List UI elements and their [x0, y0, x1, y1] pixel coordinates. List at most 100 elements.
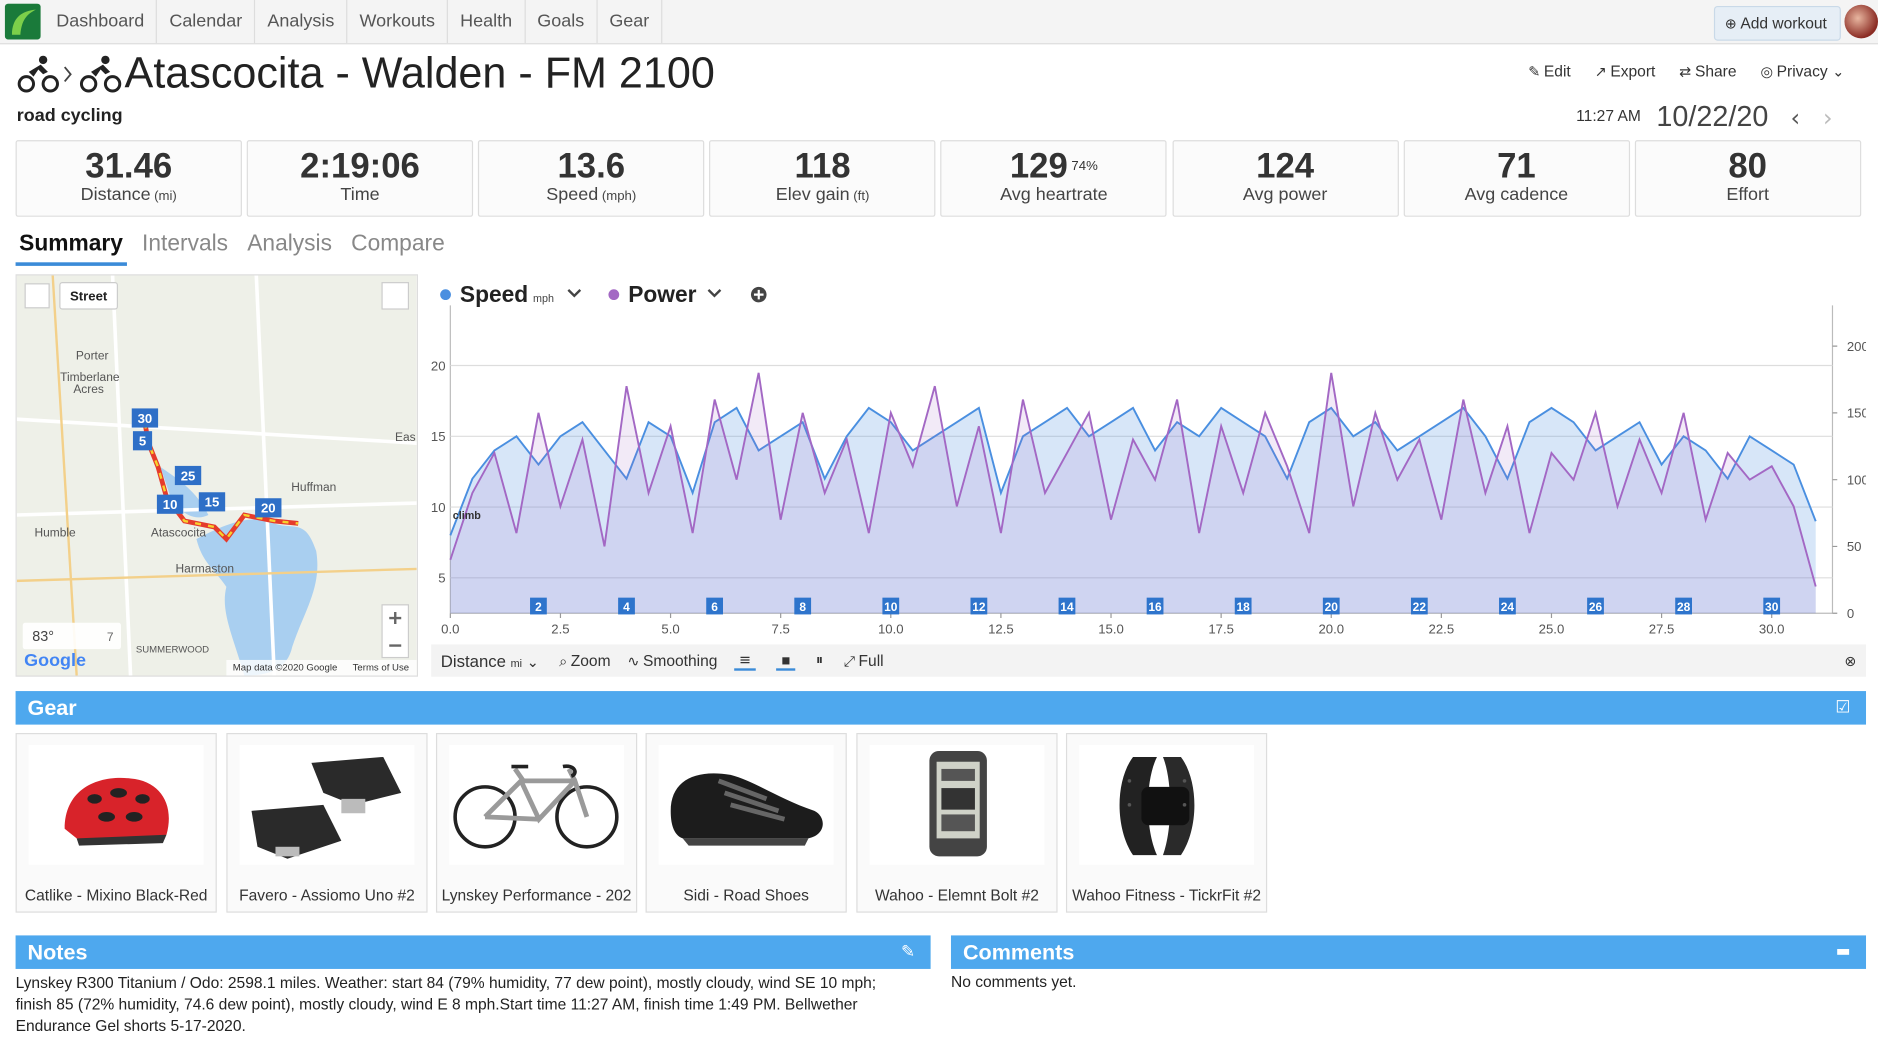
privacy-action[interactable]: ◎ Privacy ⌄: [1760, 62, 1845, 81]
y-tick-label: 10: [431, 500, 445, 515]
gear-image: [869, 744, 1045, 865]
nav-item[interactable]: Gear: [597, 0, 663, 44]
distance-marker: [1234, 597, 1252, 615]
pause-button[interactable]: ⏸: [815, 651, 824, 669]
stat-label-row: Elev gain (ft): [711, 184, 935, 204]
stat-unit: (mi): [154, 189, 177, 204]
gear-image: [658, 744, 834, 865]
x-tick-label: 25.0: [1539, 622, 1565, 637]
distance-marker-label: 16: [1148, 600, 1162, 614]
x-axis-select[interactable]: Distance mi ⌄: [440, 650, 539, 671]
full-button[interactable]: ⤢ Full: [843, 650, 884, 669]
gear-image: [28, 744, 204, 865]
stat-label-row: Avg power: [1173, 184, 1397, 204]
distance-marker-label: 8: [799, 600, 806, 614]
legend-dot: [440, 289, 451, 301]
x-tick-label: 2.5: [551, 622, 569, 637]
stat-label: Avg cadence: [1464, 184, 1569, 205]
stat-box: 71 Avg cadence: [1403, 140, 1630, 217]
y2-tick-label: 0: [1847, 606, 1854, 621]
x-tick-label: 27.5: [1649, 622, 1675, 637]
map-marker: 25: [181, 468, 196, 483]
date-nav[interactable]: ‹ ›: [1790, 103, 1833, 132]
gear-card[interactable]: Catlike - Mixino Black-Red: [15, 732, 217, 913]
nav-item[interactable]: Health: [448, 0, 526, 44]
gear-image: [239, 744, 415, 865]
nav-item[interactable]: Goals: [525, 0, 598, 44]
stat-label: Distance: [80, 184, 151, 205]
zoom-button[interactable]: ⌕ Zoom: [559, 650, 611, 669]
stack-button[interactable]: ≡: [734, 651, 756, 671]
distance-marker: [882, 597, 900, 615]
map-marker: 15: [205, 495, 220, 510]
add-workout-label: Add workout: [1740, 14, 1827, 33]
stat-extra: 74%: [1071, 159, 1098, 174]
map-marker: 5: [139, 434, 146, 449]
logo[interactable]: [4, 3, 41, 40]
distance-marker-label: 4: [623, 600, 630, 614]
gear-card[interactable]: Wahoo - Elemnt Bolt #2: [856, 732, 1058, 913]
tab[interactable]: Compare: [351, 231, 445, 257]
avatar[interactable]: [1844, 4, 1878, 39]
edit-action[interactable]: ✎ Edit: [1528, 62, 1571, 81]
stat-label-row: Distance (mi): [17, 184, 241, 204]
chart-controls: Distance mi ⌄ ⌕ Zoom ∿ Smoothing ≡ ▪ ⏸ ⤢ Fu…: [431, 644, 1867, 677]
gear-card[interactable]: Lynskey Performance - 202: [435, 732, 638, 913]
notes-header: Notes ✎: [15, 935, 931, 969]
y2-tick-label: 150: [1847, 406, 1866, 421]
overlay-button[interactable]: ▪: [776, 651, 796, 671]
close-button[interactable]: ⊗: [1844, 652, 1857, 669]
distance-marker-label: 30: [1765, 600, 1779, 614]
distance-marker-label: 28: [1677, 600, 1691, 614]
x-axis-unit: mi: [510, 656, 523, 669]
x-axis-label: Distance: [440, 650, 506, 671]
gear-title: Gear: [27, 695, 77, 720]
y-tick-label: 20: [431, 358, 445, 373]
map-terms[interactable]: Terms of Use: [353, 663, 409, 674]
nav-item[interactable]: Workouts: [347, 0, 449, 44]
stat-label: Speed: [546, 184, 599, 205]
series-line: [449, 372, 1817, 587]
gear-card[interactable]: Sidi - Road Shoes: [645, 732, 847, 913]
x-tick-label: 20.0: [1318, 622, 1344, 637]
tab[interactable]: Analysis: [247, 231, 332, 257]
y2-tick-label: 100: [1847, 472, 1866, 487]
map-wind: 7: [107, 630, 114, 644]
stat-value-row: 80: [1636, 149, 1860, 185]
gear-name: Favero - Assiomo Uno #2: [239, 886, 415, 905]
tab[interactable]: Intervals: [142, 231, 229, 257]
nav-item[interactable]: Calendar: [157, 0, 256, 44]
legend-chevron[interactable]: [567, 288, 582, 298]
place-label: Eas: [395, 430, 416, 444]
gear-card[interactable]: Wahoo Fitness - TickrFit #2: [1065, 732, 1268, 913]
smoothing-button[interactable]: ∿ Smoothing: [627, 651, 718, 670]
stat-value: 71: [1497, 147, 1536, 186]
distance-marker: [1587, 597, 1604, 615]
chart: SpeedmphPower51015200501001502000.02.55.…: [431, 281, 1866, 637]
legend-label[interactable]: Speed: [460, 281, 528, 307]
export-action[interactable]: ↗ Export: [1594, 62, 1656, 81]
place-label: Timberlane: [60, 370, 120, 384]
stat-unit: (ft): [853, 189, 870, 204]
gear-name: Catlike - Mixino Black-Red: [24, 886, 208, 905]
map-markers: 30 5 25 10 15 20: [131, 408, 282, 518]
map[interactable]: Street Porter Timberlane Acres Huffman H…: [15, 274, 418, 677]
nav-item[interactable]: Analysis: [255, 0, 348, 44]
stat-box: 2:19:06 Time: [246, 140, 474, 217]
add-workout-button[interactable]: ⊕ Add workout: [1713, 5, 1841, 41]
stat-value-row: 13.6: [479, 149, 703, 185]
share-action[interactable]: ⇄ Share: [1679, 62, 1737, 81]
y2-tick-label: 200: [1847, 339, 1866, 354]
y-tick-label: 15: [431, 429, 445, 444]
legend-chevron[interactable]: [707, 288, 722, 298]
nav-item[interactable]: Dashboard: [44, 0, 158, 44]
place-label: Acres: [73, 382, 104, 396]
sport-label: road cycling: [16, 105, 123, 126]
map-view-button[interactable]: Street: [70, 289, 108, 304]
legend-label[interactable]: Power: [628, 281, 696, 307]
distance-marker: [1763, 597, 1781, 615]
gear-name: Wahoo Fitness - TickrFit #2: [1072, 886, 1262, 905]
stat-value: 129: [1009, 147, 1068, 186]
tab[interactable]: Summary: [15, 231, 127, 266]
gear-card[interactable]: Favero - Assiomo Uno #2: [226, 732, 428, 913]
